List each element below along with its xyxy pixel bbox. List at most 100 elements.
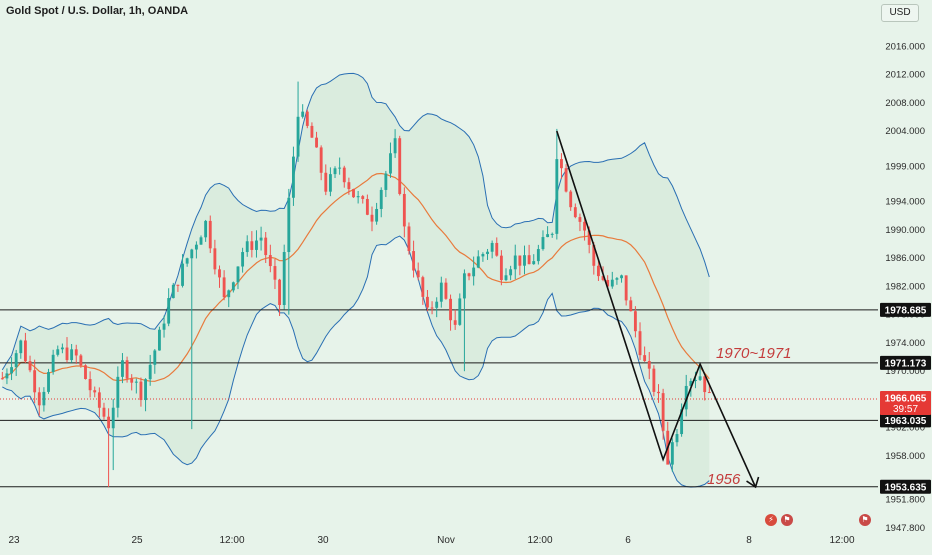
candle-body (14, 353, 18, 368)
candle-body (610, 279, 614, 287)
candle-body (347, 182, 351, 190)
candle-body (218, 269, 221, 278)
price-tick-label: 1982.000 (885, 281, 925, 292)
candle-body (444, 282, 448, 299)
candle-body (398, 138, 402, 194)
candle-body (707, 392, 711, 394)
candle-body (5, 373, 9, 379)
candle-body (51, 354, 55, 373)
current-price-tag (880, 390, 931, 415)
candle-body (204, 220, 208, 238)
level-tag-label: 1971.173 (885, 358, 927, 369)
candle-body (328, 174, 332, 192)
candle-body (657, 391, 660, 394)
candle-body (10, 367, 13, 374)
candle-body (462, 273, 466, 299)
candle-body (624, 275, 628, 301)
candle-body (523, 255, 526, 266)
candle-body (301, 111, 305, 117)
candle-body (384, 173, 388, 190)
level-tag-label: 1963.035 (885, 416, 927, 427)
candle-body (190, 249, 194, 259)
candle-body (157, 329, 161, 351)
candle-body (370, 214, 374, 222)
candle-body (231, 282, 235, 291)
candle-body (518, 255, 522, 266)
candle-body (486, 251, 489, 255)
time-tick-label: 23 (8, 535, 20, 546)
candle-body (241, 252, 245, 267)
candle-body (555, 159, 559, 234)
candle-body (439, 282, 443, 302)
candle-body (116, 376, 120, 408)
candle-body (199, 237, 203, 245)
flag-icon[interactable]: ⚑ (781, 514, 793, 526)
candle-body (412, 251, 416, 271)
candle-body (587, 230, 591, 245)
candle-body (592, 244, 596, 266)
candle-body (629, 300, 633, 312)
candle-body (615, 278, 619, 280)
candle-body (208, 220, 212, 249)
projection-line (556, 130, 757, 488)
candle-body (70, 349, 74, 361)
annotations: 1970~1971 1956 (707, 345, 792, 488)
candles (0, 81, 711, 488)
candle-body (467, 273, 471, 277)
candle-body (560, 159, 563, 169)
candle-body (245, 241, 249, 253)
time-tick-label: Nov (437, 535, 455, 546)
time-tick-label: 8 (746, 535, 752, 546)
candle-body (389, 153, 392, 174)
candle-body (698, 376, 702, 380)
candle-body (490, 242, 494, 252)
candle-body (601, 276, 605, 280)
candle-body (333, 168, 337, 175)
candle-body (185, 258, 189, 264)
candle-body (643, 355, 647, 362)
candle-body (227, 290, 231, 298)
price-tick-label: 1958.000 (885, 451, 925, 462)
level-tag (880, 355, 931, 370)
candle-body (564, 168, 568, 192)
candle-body (171, 284, 175, 299)
candle-body (684, 385, 688, 410)
candle-body (33, 370, 37, 393)
lightning-icon[interactable]: ⚡ (765, 514, 777, 526)
chart-title: Gold Spot / U.S. Dollar, 1h, OANDA (6, 5, 189, 17)
flag-icon-2[interactable]: ⚑ (859, 514, 871, 526)
candle-body (352, 189, 355, 198)
candle-body (338, 167, 342, 169)
currency-button[interactable]: USD (881, 4, 919, 22)
time-tick-label: 30 (317, 535, 329, 546)
candle-body (596, 265, 600, 277)
candle-body (536, 249, 540, 262)
candle-body (79, 355, 83, 366)
candle-body (453, 320, 457, 325)
candle-body (213, 248, 217, 270)
price-tick-label: 1999.000 (885, 161, 925, 172)
time-tick-label: 6 (625, 535, 631, 546)
candle-body (495, 242, 499, 256)
price-tick-label: 1970.000 (885, 366, 925, 377)
candle-body (638, 331, 642, 356)
candle-body (42, 391, 46, 406)
candle-body (379, 189, 383, 209)
candle-body (134, 381, 138, 383)
level-tag (880, 479, 931, 494)
candle-body (292, 156, 295, 198)
arrow-head (746, 476, 760, 489)
candle-body (65, 347, 69, 361)
horizontal-levels (0, 309, 878, 488)
candle-body (670, 442, 674, 465)
projection-path (556, 130, 760, 489)
candle-body (680, 409, 684, 435)
price-tick-label: 1986.000 (885, 253, 925, 264)
price-tick-label: 2016.000 (885, 41, 925, 52)
time-tick-label: 12:00 (829, 535, 854, 546)
candle-body (310, 125, 314, 138)
price-tick-label: 1974.000 (885, 338, 925, 349)
candle-body (647, 361, 651, 369)
